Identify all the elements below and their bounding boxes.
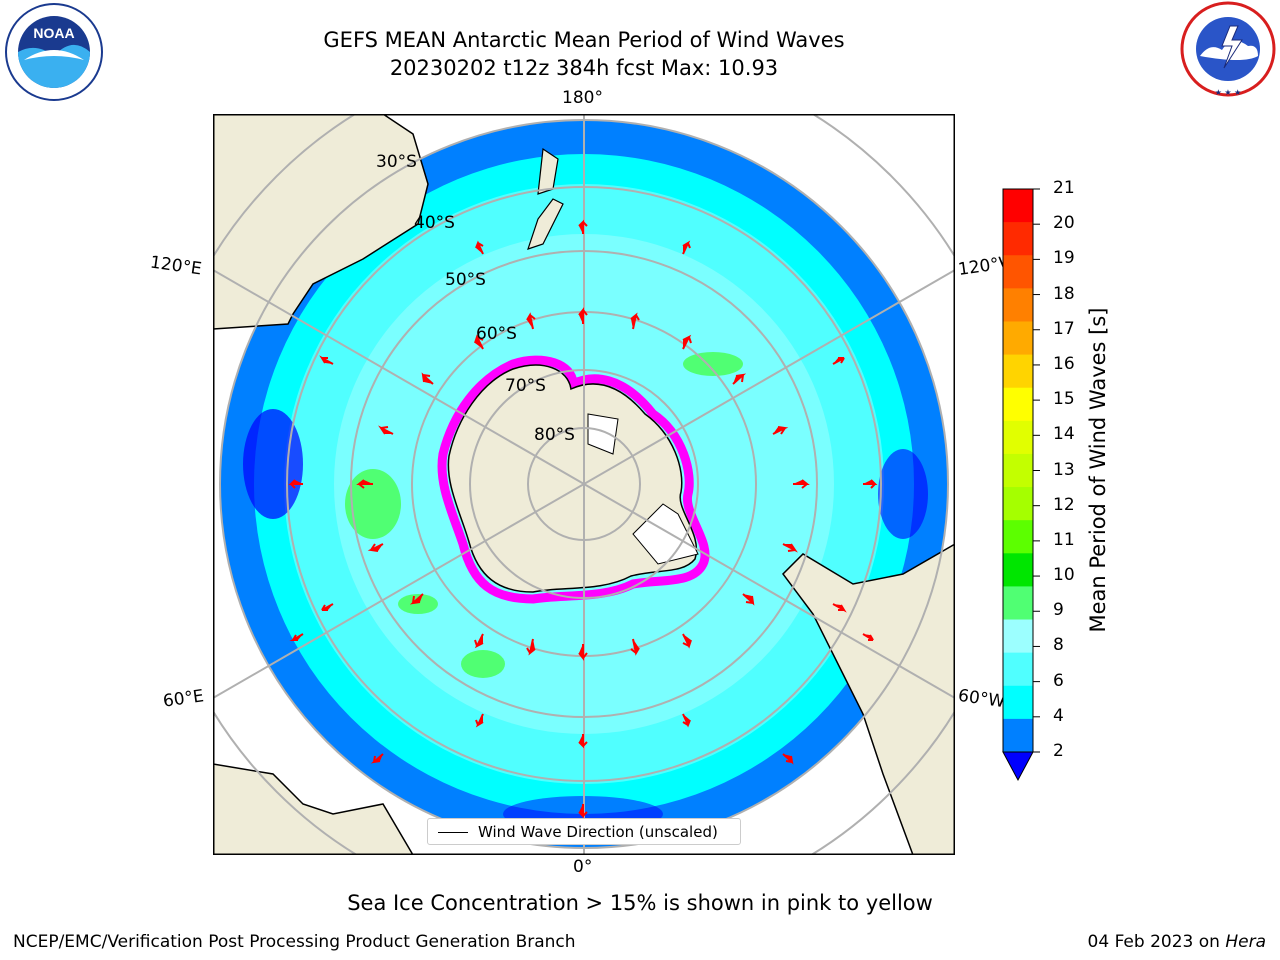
noaa-logo: NOAA bbox=[5, 3, 103, 101]
legend-label: Wind Wave Direction (unscaled) bbox=[478, 823, 718, 841]
sea-ice-note: Sea Ice Concentration > 15% is shown in … bbox=[347, 891, 933, 915]
lat-label-60s: 60°S bbox=[476, 324, 517, 344]
map-legend: Wind Wave Direction (unscaled) bbox=[427, 818, 741, 845]
lon-label-lower-right: 60°W bbox=[956, 685, 1007, 713]
lon-label-bottom: 0° bbox=[573, 857, 593, 877]
legend-line-swatch bbox=[438, 832, 468, 833]
colorbar-tick-label: 15 bbox=[1053, 389, 1075, 410]
colorbar-cell bbox=[1003, 652, 1033, 687]
colorbar-cell bbox=[1003, 619, 1033, 654]
colorbar-tick-label: 10 bbox=[1053, 565, 1075, 586]
colorbar bbox=[1002, 188, 1040, 782]
noaa-logo-text: NOAA bbox=[33, 25, 74, 41]
colorbar-tick-label: 16 bbox=[1053, 353, 1075, 374]
colorbar-cell bbox=[1003, 189, 1033, 223]
nws-logo: ★ ★ ★ bbox=[1180, 1, 1276, 97]
lon-label-left: 120°E bbox=[148, 252, 203, 280]
colorbar-cell bbox=[1003, 387, 1033, 422]
africa-landmass bbox=[213, 763, 414, 855]
colorbar-tick-label: 21 bbox=[1053, 178, 1075, 198]
colorbar-tick-label: 17 bbox=[1053, 318, 1075, 339]
footer-date-text: 04 Feb 2023 on bbox=[1087, 932, 1226, 952]
colorbar-tick-label: 9 bbox=[1053, 600, 1064, 621]
colorbar-cell bbox=[1003, 255, 1033, 289]
colorbar-cell bbox=[1003, 222, 1033, 256]
colorbar-cell bbox=[1003, 718, 1033, 753]
colorbar-cell bbox=[1003, 553, 1033, 587]
footer-machine: Hera bbox=[1225, 932, 1266, 952]
lat-label-80s: 80°S bbox=[534, 425, 575, 445]
colorbar-cell bbox=[1003, 354, 1033, 389]
lon-label-lower-left: 60°E bbox=[161, 686, 206, 712]
colorbar-label: Mean Period of Wind Waves [s] bbox=[1086, 307, 1110, 633]
colorbar-cell bbox=[1003, 453, 1033, 488]
colorbar-cell bbox=[1003, 420, 1033, 455]
colorbar-tick-label: 11 bbox=[1053, 529, 1075, 550]
lon-label-top: 180° bbox=[562, 88, 603, 108]
colorbar-tick-label: 18 bbox=[1053, 283, 1075, 304]
colorbar-tick-label: 20 bbox=[1053, 213, 1075, 234]
footer-date: 04 Feb 2023 on Hera bbox=[1088, 932, 1266, 952]
lat-label-30s: 30°S bbox=[376, 152, 417, 172]
colorbar-tick-label: 4 bbox=[1053, 705, 1064, 726]
colorbar-cell bbox=[1003, 520, 1033, 554]
colorbar-cell bbox=[1003, 586, 1033, 621]
svg-text:★ ★ ★: ★ ★ ★ bbox=[1215, 88, 1242, 97]
colorbar-under-triangle bbox=[1002, 751, 1034, 782]
colorbar-cell bbox=[1003, 288, 1033, 322]
colorbar-tick-label: 2 bbox=[1053, 741, 1064, 761]
lat-label-70s: 70°S bbox=[505, 376, 546, 396]
colorbar-tick-label: 13 bbox=[1053, 459, 1075, 480]
colorbar-cell bbox=[1003, 487, 1033, 521]
colorbar-tick-label: 19 bbox=[1053, 248, 1075, 269]
footer-credit: NCEP/EMC/Verification Post Processing Pr… bbox=[13, 932, 576, 952]
lat-label-50s: 50°S bbox=[445, 270, 486, 290]
wind-wave-arrows bbox=[288, 219, 878, 819]
sea-ice-edge bbox=[437, 355, 710, 604]
lat-label-40s: 40°S bbox=[414, 213, 455, 233]
colorbar-tick-label: 14 bbox=[1053, 424, 1075, 445]
chart-title-line2: 20230202 t12z 384h fcst Max: 10.93 bbox=[389, 56, 779, 80]
colorbar-cell bbox=[1003, 685, 1033, 720]
colorbar-cell bbox=[1003, 321, 1033, 356]
colorbar-tick-label: 8 bbox=[1053, 635, 1064, 656]
colorbar-tick-label: 12 bbox=[1053, 494, 1075, 515]
chart-title-line1: GEFS MEAN Antarctic Mean Period of Wind … bbox=[323, 28, 845, 52]
colorbar-tick-label: 6 bbox=[1053, 670, 1064, 691]
polar-map bbox=[213, 114, 955, 855]
